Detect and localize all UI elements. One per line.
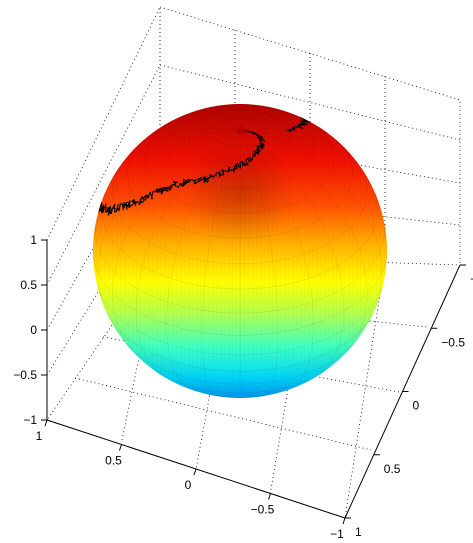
walk-trace bbox=[98, 116, 310, 216]
start-point-marker bbox=[237, 126, 246, 135]
sphere-shading bbox=[93, 104, 387, 398]
z-tick-label: −1 bbox=[23, 413, 37, 427]
x-tick-mark bbox=[44, 419, 48, 427]
y-tick-label: 0.5 bbox=[384, 462, 401, 476]
x-tick-mark bbox=[342, 517, 346, 525]
z-tick-label: 0.5 bbox=[20, 278, 37, 292]
tick-marks bbox=[41, 239, 466, 525]
y-tick-label: −1 bbox=[470, 272, 473, 286]
z-tick-label: −0.5 bbox=[13, 368, 37, 382]
y-tick-label: 0 bbox=[413, 399, 420, 413]
y-tick-label: −0.5 bbox=[441, 335, 465, 349]
x-tick-label: 0.5 bbox=[105, 454, 122, 468]
x-tick-label: 1 bbox=[36, 429, 43, 443]
y-tick-label: 1 bbox=[355, 525, 362, 538]
x-tick-mark bbox=[193, 468, 197, 476]
tick-labels: 1 0.5 0 −0.5 −1 1 0.5 0 −0.5 −1 −1 −0.5 0 0.5 1 bbox=[13, 233, 473, 541]
x-tick-mark bbox=[268, 493, 271, 500]
random-walk-path bbox=[98, 116, 310, 216]
x-tick-label: 0 bbox=[185, 478, 192, 492]
sphere-surface bbox=[93, 104, 387, 398]
back-wall-right bbox=[159, 6, 461, 265]
x-tick-label: −0.5 bbox=[251, 503, 275, 517]
x-tick-mark bbox=[119, 444, 122, 451]
floor-grid-2 bbox=[74, 377, 372, 451]
z-tick-label: 0 bbox=[30, 323, 37, 337]
x-tick-label: −1 bbox=[330, 527, 344, 538]
z-tick-label: 1 bbox=[30, 233, 37, 247]
